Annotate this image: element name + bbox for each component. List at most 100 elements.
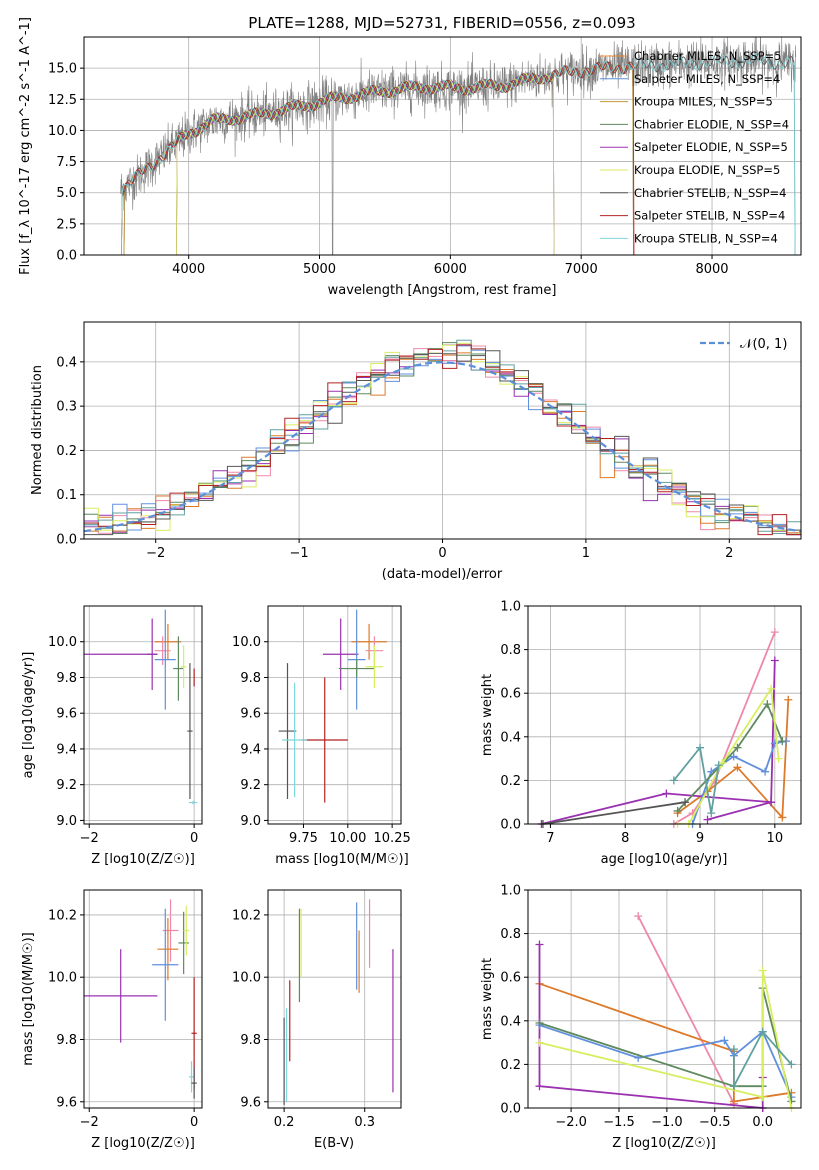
y-tick-label: 10.0 [48, 124, 77, 139]
y-tick-label: 0.2 [500, 774, 521, 789]
weight-marker [681, 798, 690, 807]
x-axis-label: (data-model)/error [382, 567, 503, 582]
legend-label: Salpeter STELIB, N_SSP=4 [634, 209, 785, 223]
chart-title: PLATE=1288, MJD=52731, FIBERID=0556, z=0… [248, 14, 635, 32]
y-tick-label: 0.4 [56, 355, 77, 370]
y-tick-label: 1.0 [500, 884, 521, 899]
y-tick-label: 9.2 [56, 778, 77, 793]
y-tick-label: 10.2 [232, 908, 261, 923]
y-tick-label: 9.8 [56, 671, 77, 686]
x-tick-label: 0 [190, 1115, 198, 1130]
weight-marker [535, 1038, 544, 1047]
weight-line [673, 745, 720, 814]
errorbar-point [183, 905, 189, 956]
x-tick-label: −1 [290, 546, 309, 561]
x-tick-label: 0 [438, 546, 446, 561]
weight-marker [733, 743, 742, 752]
weight-marker [770, 628, 779, 637]
y-axis-label: mass [log10(M/M☉)] [21, 932, 36, 1065]
x-tick-label: 4000 [172, 262, 205, 277]
y-tick-label: 7.5 [56, 155, 77, 170]
weight-marker [733, 763, 742, 772]
y-tick-label: 0.1 [56, 488, 77, 503]
y-tick-label: 9.2 [240, 778, 261, 793]
errorbar-point [193, 668, 195, 687]
model-spectrum-line [175, 72, 555, 255]
y-tick-label: 0.6 [500, 687, 521, 702]
errorbar-point [181, 645, 187, 689]
x-axis-label: mass [log10(M/M☉)] [275, 852, 408, 867]
weight-marker [758, 1093, 767, 1102]
x-tick-label: 2 [725, 546, 733, 561]
y-axis-label: Flux [f_λ 10^-17 erg cm^-2 s^-1 A^-1] [18, 17, 33, 275]
weight-marker [778, 813, 787, 822]
weight-line [538, 944, 764, 1108]
y-tick-label: 9.8 [240, 1033, 261, 1048]
errorbar-point [338, 659, 375, 678]
y-tick-label: 9.0 [56, 814, 77, 829]
x-tick-label: 0.2 [274, 1115, 295, 1130]
axes-frame [527, 889, 802, 1109]
weight-line [733, 1030, 793, 1087]
y-tick-label: 0.8 [500, 927, 521, 942]
legend-label: Salpeter ELODIE, N_SSP=5 [634, 140, 788, 154]
axes-frame [527, 605, 802, 825]
weight-marker [778, 737, 787, 746]
weight-marker [729, 1045, 738, 1054]
weight-marker [703, 815, 712, 824]
x-tick-label: 5000 [303, 262, 336, 277]
x-tick-label: 8000 [695, 262, 728, 277]
model-spectrum-line [120, 61, 635, 255]
x-tick-label: 7 [546, 831, 554, 846]
y-tick-label: 9.6 [56, 707, 77, 722]
errorbar-point [191, 1067, 197, 1099]
x-tick-label: −2 [146, 546, 165, 561]
weight-marker [714, 761, 723, 770]
errorbar-point [178, 911, 189, 975]
axes-frame [83, 605, 203, 825]
y-tick-label: 9.6 [56, 1095, 77, 1110]
errorbar-point [84, 949, 158, 1043]
model-spectrum-line [120, 53, 796, 255]
legend-label: Chabrier ELODIE, N_SSP=4 [634, 117, 789, 131]
legend-label: Chabrier MILES, N_SSP=5 [634, 49, 781, 63]
weight-line [539, 1024, 793, 1098]
y-tick-label: 0.0 [56, 533, 77, 548]
weight-marker [767, 684, 776, 693]
y-tick-label: 9.6 [240, 707, 261, 722]
weight-marker [729, 1097, 738, 1106]
y-tick-label: 10.2 [48, 908, 77, 923]
x-tick-label: 10.00 [329, 831, 366, 846]
axes-frame [83, 321, 802, 540]
y-tick-label: 9.0 [240, 814, 261, 829]
x-axis-label: Z [log10(Z/Z☉)] [612, 1136, 716, 1151]
weight-marker [761, 767, 770, 776]
y-tick-label: 10.0 [48, 971, 77, 986]
x-tick-label: 1 [582, 546, 590, 561]
x-tick-label: −2.0 [555, 1115, 587, 1130]
x-tick-label: 0.0 [752, 1115, 773, 1130]
x-tick-label: 10.25 [374, 831, 411, 846]
errorbar-point [152, 908, 179, 1021]
weight-marker [634, 912, 643, 921]
weight-marker [763, 700, 772, 709]
x-tick-label: 8 [621, 831, 629, 846]
x-tick-label: −1.5 [603, 1115, 635, 1130]
weight-marker [535, 1018, 544, 1027]
weight-marker [758, 1027, 767, 1036]
y-axis-label: mass weight [480, 958, 495, 1040]
y-tick-label: 0.2 [56, 444, 77, 459]
errorbar-point [301, 677, 348, 803]
weight-marker [535, 940, 544, 949]
weight-marker [729, 752, 738, 761]
weight-marker [770, 656, 779, 665]
legend-label: Kroupa MILES, N_SSP=5 [634, 95, 773, 109]
legend-label: Chabrier STELIB, N_SSP=4 [634, 186, 786, 200]
y-tick-label: 10.0 [232, 971, 261, 986]
y-tick-label: 12.5 [48, 93, 77, 108]
weight-marker [729, 1082, 738, 1091]
axes-frame [83, 36, 802, 256]
y-tick-label: 9.8 [56, 1033, 77, 1048]
errorbar-point [188, 800, 198, 805]
